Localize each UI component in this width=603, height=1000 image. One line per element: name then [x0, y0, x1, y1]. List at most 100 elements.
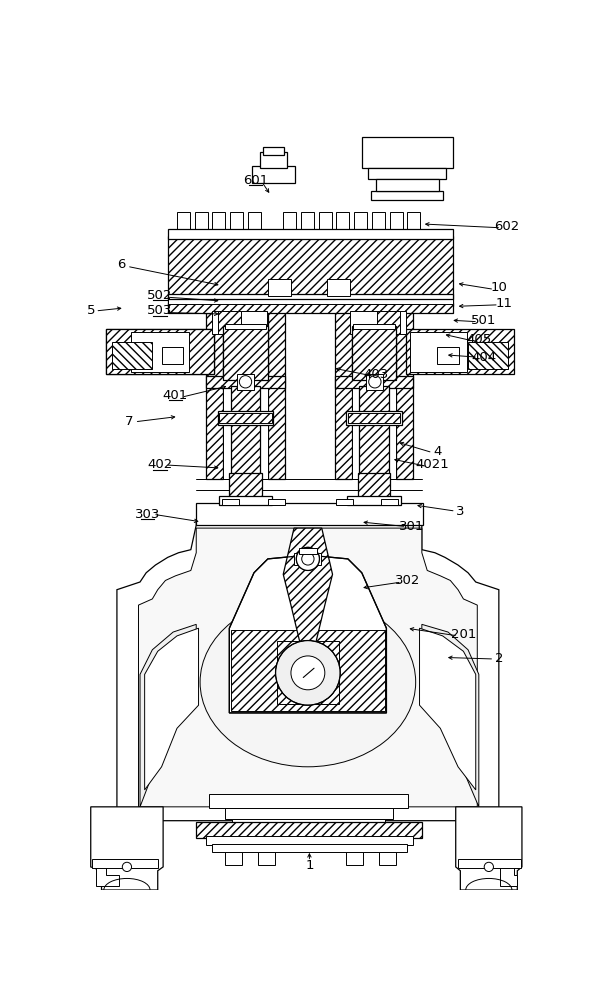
Bar	[406, 329, 514, 374]
Bar	[407, 212, 420, 235]
Bar	[368, 168, 446, 179]
Bar	[277, 641, 339, 704]
Bar	[298, 548, 317, 554]
Bar	[376, 179, 439, 191]
Bar	[248, 212, 261, 235]
Bar	[206, 836, 412, 845]
Text: 401: 401	[163, 389, 188, 402]
Bar	[219, 413, 272, 423]
Bar	[346, 852, 364, 865]
Polygon shape	[422, 624, 479, 807]
Bar	[390, 212, 403, 235]
Bar	[379, 852, 396, 865]
Text: 403: 403	[363, 368, 388, 381]
Circle shape	[296, 547, 320, 570]
Bar	[212, 844, 407, 852]
Polygon shape	[90, 807, 163, 890]
Bar	[353, 324, 395, 329]
Bar	[196, 822, 422, 838]
Bar	[354, 212, 367, 235]
Bar	[209, 794, 408, 808]
Bar	[232, 819, 385, 825]
Text: 402: 402	[147, 458, 172, 471]
Bar	[231, 630, 385, 711]
Bar	[336, 212, 350, 235]
Circle shape	[122, 862, 131, 872]
Bar	[229, 473, 262, 500]
Text: 6: 6	[118, 258, 126, 271]
Bar	[206, 311, 223, 479]
Bar	[318, 212, 332, 235]
Polygon shape	[420, 628, 476, 790]
Bar	[177, 212, 190, 235]
Bar	[359, 386, 389, 474]
Text: 302: 302	[396, 574, 421, 587]
Text: 2: 2	[494, 652, 503, 666]
Bar	[225, 808, 393, 819]
Text: 404: 404	[471, 351, 496, 364]
Bar	[283, 212, 296, 235]
Bar	[268, 499, 285, 505]
Text: 4021: 4021	[415, 458, 449, 471]
Bar	[294, 553, 321, 565]
Bar	[131, 332, 189, 372]
Polygon shape	[456, 807, 522, 890]
Bar	[335, 376, 414, 388]
Bar	[231, 386, 260, 474]
Bar	[237, 374, 254, 389]
Circle shape	[302, 553, 314, 565]
Bar	[218, 311, 241, 334]
Bar	[336, 499, 353, 505]
Text: 405: 405	[466, 333, 491, 346]
Bar	[358, 473, 390, 500]
Text: 303: 303	[135, 508, 160, 521]
Bar	[377, 311, 400, 334]
Circle shape	[484, 862, 493, 872]
Text: 601: 601	[243, 174, 268, 187]
Bar	[264, 147, 284, 155]
Polygon shape	[139, 528, 478, 807]
Bar	[352, 311, 396, 479]
Bar	[206, 376, 285, 388]
Text: 5: 5	[86, 304, 95, 317]
Bar	[225, 852, 242, 865]
Bar	[212, 311, 267, 334]
Text: 7: 7	[125, 415, 133, 428]
Polygon shape	[140, 624, 196, 807]
Bar	[112, 342, 151, 369]
Polygon shape	[117, 520, 499, 821]
Bar	[168, 235, 453, 306]
Bar	[218, 411, 273, 425]
Bar	[268, 279, 291, 296]
Circle shape	[276, 641, 340, 705]
Text: 501: 501	[471, 314, 496, 327]
Bar	[230, 212, 243, 235]
Bar	[196, 503, 423, 525]
Bar	[225, 324, 267, 329]
Bar	[168, 294, 453, 299]
Text: 502: 502	[147, 289, 172, 302]
Bar	[92, 859, 158, 868]
Bar	[268, 311, 285, 479]
Bar	[218, 496, 273, 505]
Polygon shape	[145, 628, 198, 790]
Bar	[223, 311, 268, 479]
Text: 10: 10	[490, 281, 507, 294]
Bar	[396, 311, 414, 479]
Bar	[106, 329, 214, 374]
Circle shape	[239, 376, 251, 388]
Text: 201: 201	[450, 628, 476, 641]
Bar	[352, 326, 396, 380]
Bar	[458, 859, 521, 868]
Circle shape	[291, 656, 325, 690]
Text: 503: 503	[147, 304, 172, 317]
Bar	[327, 279, 350, 296]
Bar	[468, 342, 508, 369]
Bar	[367, 374, 384, 389]
Text: 1: 1	[305, 859, 314, 872]
Bar	[301, 212, 314, 235]
Bar	[371, 191, 443, 200]
Bar	[168, 229, 453, 239]
Bar	[106, 329, 214, 374]
Bar	[335, 311, 352, 479]
